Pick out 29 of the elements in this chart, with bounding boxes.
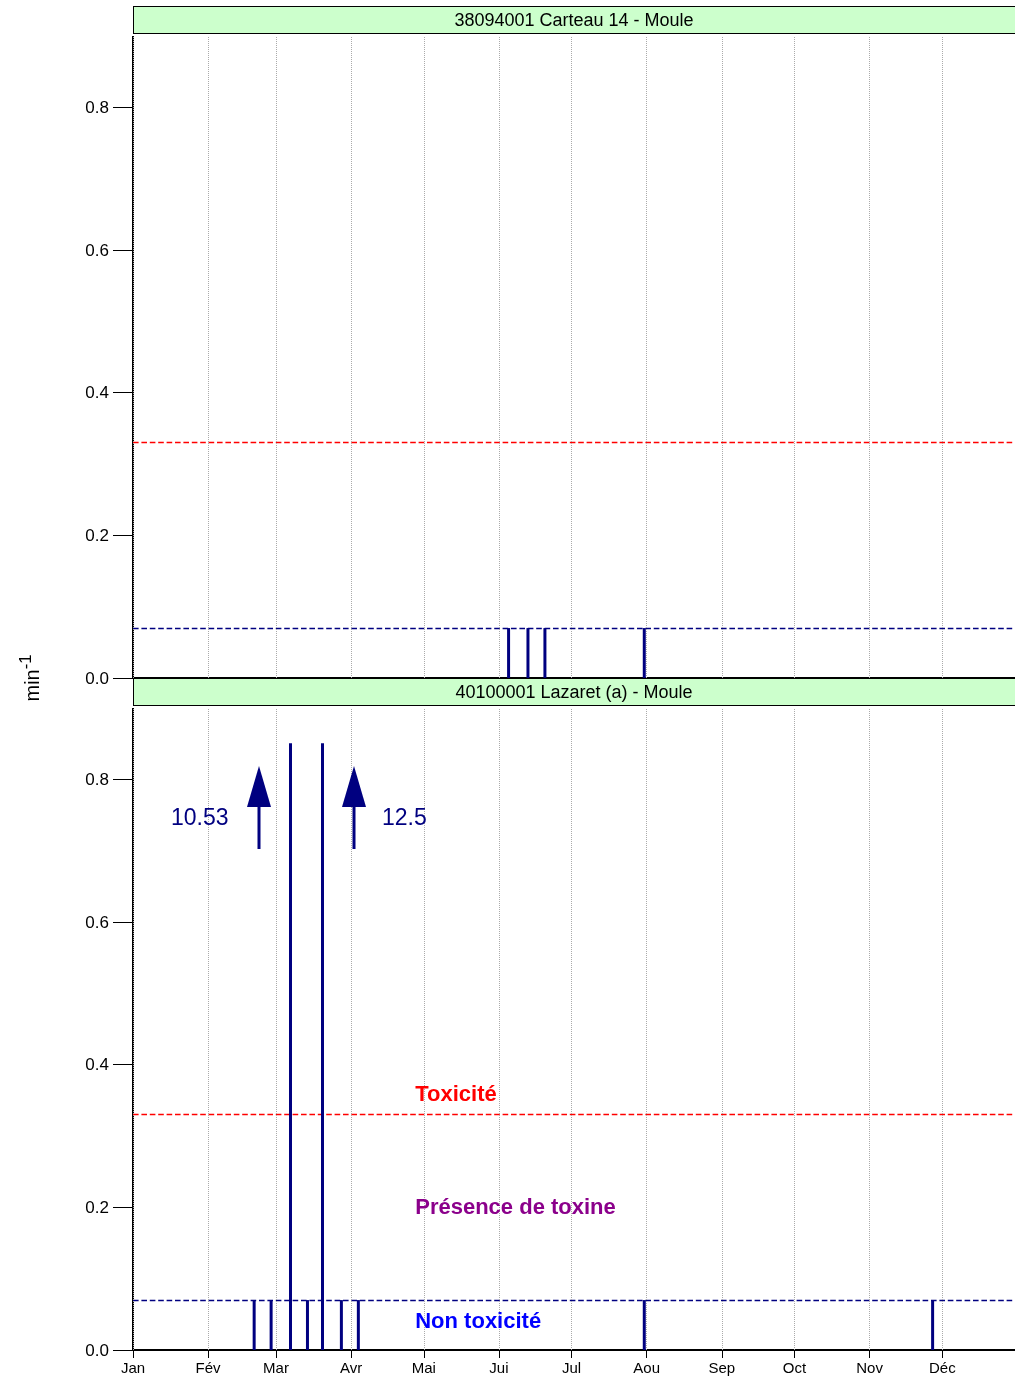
ref-line-label: 10.53 <box>170 803 229 831</box>
x-tick-label: Avr <box>339 1359 363 1376</box>
annotation: Présence de toxine <box>415 1194 616 1221</box>
x-tick-label: Sep <box>708 1359 736 1376</box>
ref-line-label: 12.5 <box>382 803 427 831</box>
y-tick-label: 0.8 <box>85 769 109 789</box>
x-tick-label: Jui <box>489 1359 509 1376</box>
ref-line-label: Toxicité <box>415 1080 497 1107</box>
x-tick-label: Aou <box>633 1359 661 1376</box>
y-tick-label: 0.0 <box>85 1340 109 1360</box>
x-tick-label: Fév <box>195 1359 222 1376</box>
y-tick-label: 0.6 <box>85 240 109 260</box>
x-tick-label: Jul <box>561 1359 582 1376</box>
x-tick-label: Oct <box>782 1359 807 1376</box>
y-tick-label: 0.0 <box>85 668 109 688</box>
chart-title: 38094001 Carteau 14 - Moule <box>133 6 1015 34</box>
y-tick-label: 0.2 <box>85 525 109 545</box>
y-tick-label: 0.8 <box>85 97 109 117</box>
y-tick-label: 0.6 <box>85 912 109 932</box>
chart-title: 40100001 Lazaret (a) - Moule <box>133 678 1015 706</box>
y-tick-label: 0.4 <box>85 1055 109 1075</box>
x-tick-label: Mai <box>411 1359 436 1376</box>
x-tick-label: Déc <box>928 1359 957 1376</box>
x-tick-label: Jan <box>120 1359 146 1376</box>
x-tick-label: Nov <box>856 1359 884 1376</box>
y-tick-label: 0.2 <box>85 1197 109 1217</box>
x-tick-label: Mar <box>263 1359 289 1376</box>
ref-line-label: Non toxicité <box>415 1308 542 1335</box>
y-tick-label: 0.4 <box>85 383 109 403</box>
